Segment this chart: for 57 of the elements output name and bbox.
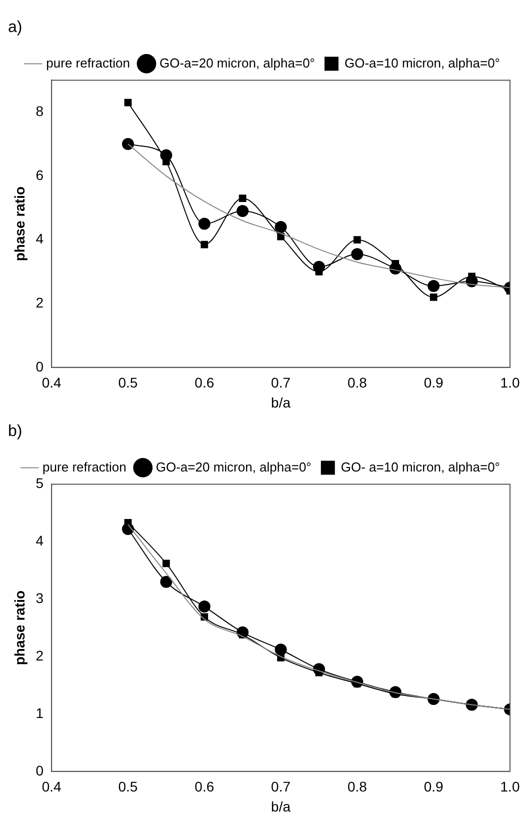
point <box>160 576 172 588</box>
point <box>274 644 287 656</box>
y-tick-label: 0 <box>36 358 44 374</box>
point <box>351 248 364 260</box>
x-tick-label: 0.6 <box>194 374 214 391</box>
point <box>198 218 210 230</box>
legend-label: GO-a=20 micron, alpha=0° <box>156 459 312 474</box>
point <box>354 236 361 244</box>
point <box>122 138 134 150</box>
point <box>162 560 170 568</box>
point <box>160 149 172 162</box>
x-tick-label: 1.0 <box>500 778 520 795</box>
point <box>124 98 132 106</box>
point <box>466 275 478 288</box>
chart-title: a) <box>8 19 22 36</box>
y-tick-label: 4 <box>36 532 44 548</box>
y-tick-label: 8 <box>36 102 44 119</box>
x-tick-label: 0.4 <box>42 374 62 391</box>
point <box>200 240 208 248</box>
y-tick-label: 1 <box>36 704 44 721</box>
point <box>428 280 440 292</box>
point <box>430 294 438 301</box>
x-tick-label: 0.7 <box>271 778 291 795</box>
y-tick-label: 0 <box>36 762 44 778</box>
y-tick-label: 6 <box>36 166 44 183</box>
y-tick-label: 2 <box>36 294 44 310</box>
x-tick-label: 0.8 <box>347 778 368 795</box>
x-tick-label: 1.0 <box>500 374 520 391</box>
y-axis-title: phase ratio <box>11 186 28 262</box>
x-tick-label: 0.4 <box>42 778 62 795</box>
x-tick-label: 0.6 <box>194 778 214 795</box>
x-tick-label: 0.7 <box>271 374 291 391</box>
point <box>236 626 249 638</box>
point <box>236 205 249 218</box>
point <box>274 220 287 233</box>
y-axis-title: phase ratio <box>11 590 28 666</box>
legend-label: GO-a=10 micron, alpha=0° <box>344 55 500 70</box>
legend-label: GO- a=10 micron, alpha=0° <box>340 459 500 474</box>
legend-label: GO-a=20 micron, alpha=0° <box>159 55 316 70</box>
y-tick-label: 3 <box>36 590 44 606</box>
x-axis-title: b/a <box>271 394 291 410</box>
x-tick-label: 0.5 <box>118 374 138 391</box>
x-tick-label: 0.9 <box>424 374 444 391</box>
legend-label: pure refraction <box>42 459 126 474</box>
point <box>312 260 325 273</box>
point <box>198 600 210 613</box>
legend-label: pure refraction <box>46 55 130 70</box>
y-tick-label: 4 <box>36 230 44 247</box>
x-tick-label: 0.5 <box>118 778 138 795</box>
point <box>238 194 246 202</box>
y-tick-label: 2 <box>36 647 44 664</box>
point <box>122 523 134 536</box>
x-tick-label: 0.8 <box>347 374 368 391</box>
x-tick-label: 0.9 <box>424 778 444 795</box>
x-axis-title: b/a <box>271 798 291 814</box>
chart-title: b) <box>8 423 22 440</box>
y-tick-label: 5 <box>36 475 44 492</box>
